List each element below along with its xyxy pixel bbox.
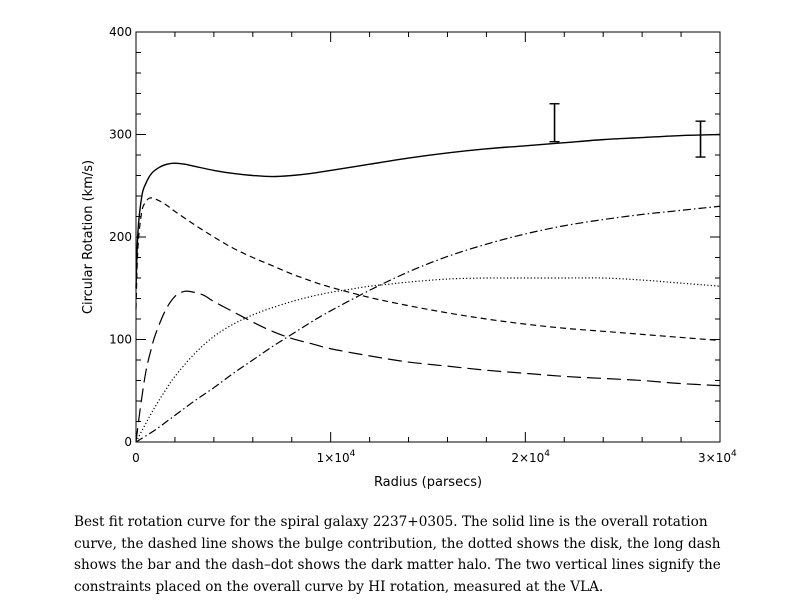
series-line-dotted bbox=[135, 277, 721, 443]
series-line-dashed bbox=[135, 197, 721, 342]
series-line-longdash bbox=[135, 290, 721, 443]
ticks-layer bbox=[135, 31, 721, 443]
y-tick-label: 300 bbox=[109, 128, 132, 142]
y-axis-title: Circular Rotation (km/s) bbox=[81, 160, 96, 314]
series-layer bbox=[135, 133, 721, 443]
y-tick-label: 400 bbox=[109, 25, 132, 39]
series-line-dashdot bbox=[135, 205, 721, 443]
y-tick-label: 200 bbox=[109, 230, 132, 244]
figure-caption: Best fit rotation curve for the spiral g… bbox=[74, 514, 721, 595]
errorbar-layer bbox=[549, 103, 706, 158]
x-tick-exponent: 4 bbox=[544, 449, 550, 459]
rotation-curve-figure: 0 1×104 2×104 3×104 0 100 200 300 400 Radius (pa… bbox=[81, 25, 737, 490]
x-tick-label: 1×104 bbox=[317, 449, 356, 465]
x-tick-label: 2×104 bbox=[511, 449, 550, 465]
x-tick-exponent: 4 bbox=[731, 449, 737, 459]
x-tick-exponent: 4 bbox=[350, 449, 356, 459]
y-tick-label: 0 bbox=[124, 435, 132, 449]
rotation-curve-chart: 0 1×104 2×104 3×104 0 100 200 300 400 Radius (pa… bbox=[81, 25, 737, 490]
x-tick-label: 0 bbox=[132, 451, 140, 465]
ticklabel-layer: 0 1×104 2×104 3×104 0 100 200 300 400 bbox=[109, 25, 737, 465]
series-line-solid bbox=[135, 133, 721, 289]
y-tick-label: 100 bbox=[109, 333, 132, 347]
x-axis-title: Radius (parsecs) bbox=[374, 475, 482, 490]
x-tick-label: 3×104 bbox=[698, 449, 737, 465]
